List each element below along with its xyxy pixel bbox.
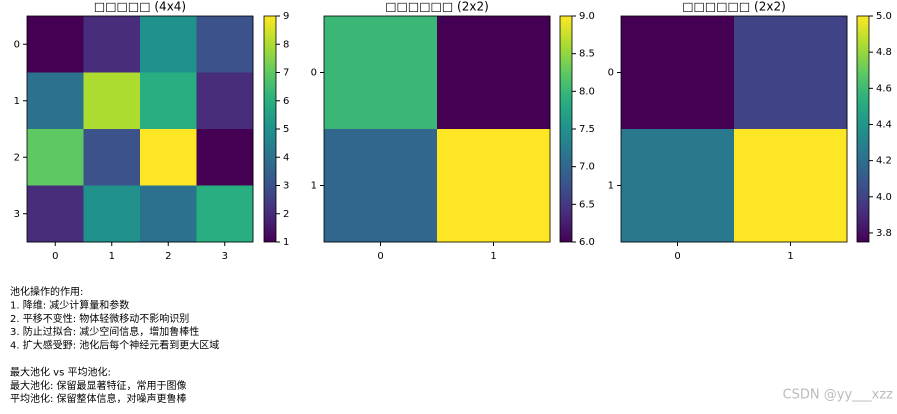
heatmap-cell [324, 16, 438, 130]
axes-frame [620, 15, 848, 243]
heatmap-cell [140, 185, 197, 243]
heatmap-cell [83, 16, 141, 73]
colorbar-tick-label: 4.4 [876, 119, 892, 130]
heatmap-cell [140, 16, 197, 73]
y-tick-label: 3 [14, 209, 20, 220]
colorbar-tick-label: 6 [283, 96, 289, 107]
heatmap-cell [734, 129, 848, 243]
colorbar-tick-label: 7 [283, 68, 289, 79]
y-tick-label: 1 [311, 181, 317, 192]
colorbar-tick-label: 1 [283, 237, 289, 248]
x-tick-label: 0 [377, 251, 383, 262]
colorbar-tick-label: 3.8 [876, 228, 892, 239]
colorbar-tick-label: 6.5 [579, 199, 595, 210]
colorbar-tick-label: 4.2 [876, 156, 892, 167]
heatmap-cell [27, 129, 84, 186]
heatmap-cell [83, 129, 141, 186]
heatmap-cell [196, 72, 254, 130]
note-line: 4. 扩大感受野: 池化后每个神经元看到更大区域 [10, 339, 219, 352]
note-line: 最大池化: 保留最显著特征，常用于图像 [10, 379, 187, 392]
heatmap-cell [196, 16, 254, 73]
watermark: CSDN @yy___xzz [783, 388, 894, 403]
colorbar [263, 15, 277, 243]
chart-title: □□□□□ (4x4) [94, 0, 186, 14]
x-tick-label: 0 [52, 251, 58, 262]
colorbar-tick-label: 8.5 [579, 49, 595, 60]
chart-title: □□□□□□ (2x2) [682, 0, 786, 14]
colorbar-tick-label: 8 [283, 39, 289, 50]
colorbar-tick-label: 4 [283, 152, 289, 163]
colorbar-tick-label: 4.8 [876, 47, 892, 58]
heatmap-cell [437, 129, 551, 243]
colorbar-tick-label: 4.6 [876, 83, 892, 94]
heatmap-cell [324, 129, 438, 243]
axes-frame [26, 15, 254, 243]
heatmap-cell [27, 16, 84, 73]
x-tick-label: 1 [787, 251, 793, 262]
axes-frame [323, 15, 551, 243]
colorbar-tick-label: 9 [283, 11, 289, 22]
colorbar-tick-label: 3 [283, 181, 289, 192]
heatmap-cell [27, 185, 84, 243]
y-tick-label: 0 [14, 39, 20, 50]
colorbar-tick-label: 2 [283, 209, 289, 220]
y-tick-label: 1 [608, 181, 614, 192]
colorbar [856, 15, 870, 243]
x-tick-label: 1 [109, 251, 115, 262]
note-line: 3. 防止过拟合: 减少空间信息，增加鲁棒性 [10, 325, 199, 338]
colorbar-tick-label: 8.0 [579, 86, 595, 97]
colorbar-tick-label: 6.0 [579, 237, 595, 248]
colorbar-tick-label: 7.5 [579, 124, 595, 135]
x-tick-label: 2 [165, 251, 171, 262]
heatmap-cell [437, 16, 551, 130]
note-line: 1. 降维: 减少计算量和参数 [10, 298, 129, 311]
x-tick-label: 0 [674, 251, 680, 262]
heatmap-cell [27, 72, 84, 130]
y-tick-label: 0 [311, 68, 317, 79]
colorbar-tick-label: 7.0 [579, 162, 595, 173]
heatmap-cell [83, 185, 141, 243]
heatmap-cell [196, 185, 254, 243]
heatmap-cell [621, 16, 735, 130]
x-tick-label: 3 [222, 251, 228, 262]
y-tick-label: 2 [14, 152, 20, 163]
colorbar-tick-label: 4.0 [876, 192, 892, 203]
heatmap-cell [621, 129, 735, 243]
heatmap-cell [196, 129, 254, 186]
note-line: 平均池化: 保留整体信息，对噪声更鲁棒 [10, 392, 187, 405]
x-tick-label: 1 [490, 251, 496, 262]
note-line: 池化操作的作用: [10, 285, 83, 298]
heatmap-cell [140, 129, 197, 186]
heatmap-cell [140, 72, 197, 130]
y-tick-label: 0 [608, 68, 614, 79]
note-line: 2. 平移不变性: 物体轻微移动不影响识别 [10, 312, 189, 325]
colorbar-tick-label: 5.0 [876, 11, 892, 22]
colorbar [559, 15, 573, 243]
chart-title: □□□□□□ (2x2) [385, 0, 489, 14]
y-tick-label: 1 [14, 96, 20, 107]
colorbar-tick-label: 9.0 [579, 11, 595, 22]
heatmap-cell [83, 72, 141, 130]
note-line: 最大池化 vs 平均池化: [10, 365, 111, 378]
colorbar-tick-label: 5 [283, 124, 289, 135]
heatmap-cell [734, 16, 848, 130]
